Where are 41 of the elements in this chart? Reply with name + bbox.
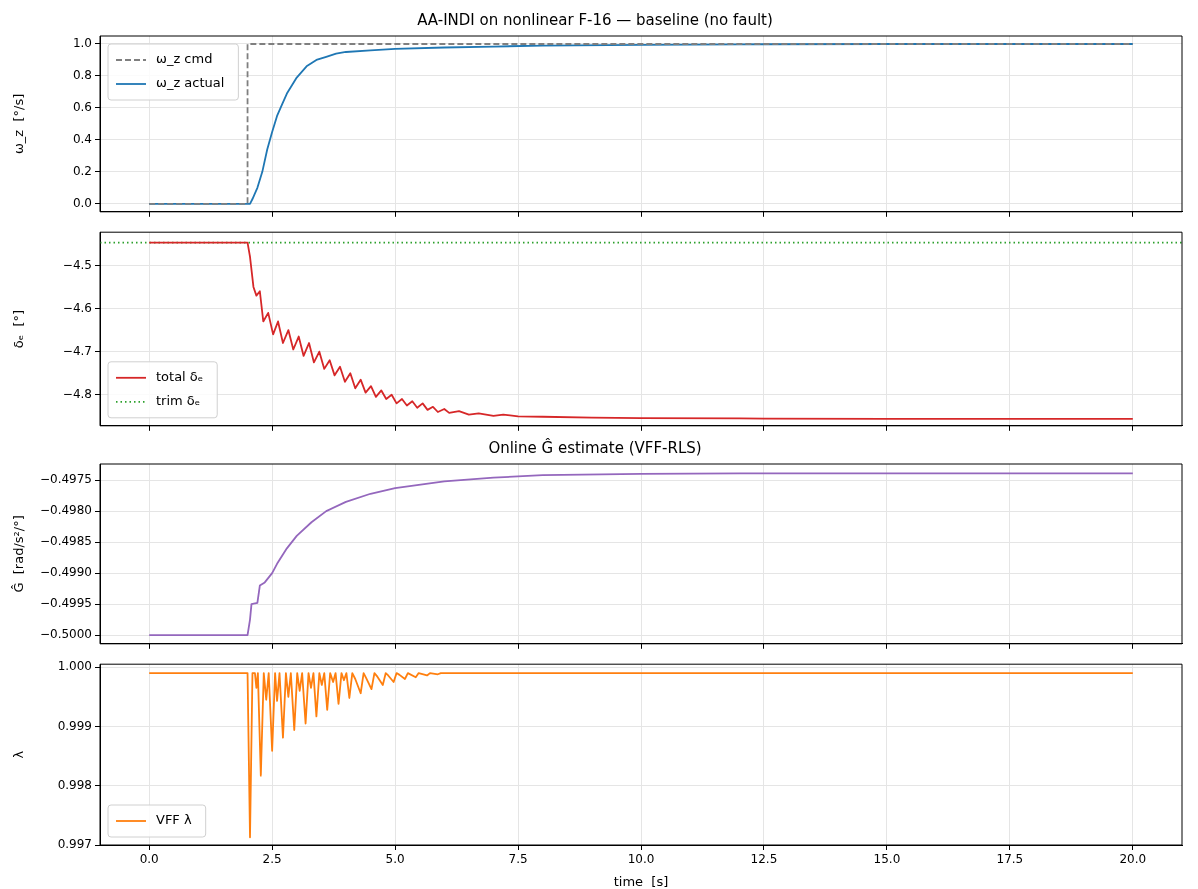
y-tick-label: −0.4995	[39, 596, 92, 611]
x-tick-label: 10.0	[627, 852, 655, 867]
legend-label: VFF λ	[156, 812, 192, 828]
legend-label: ω_z cmd	[156, 51, 213, 67]
y-tick-label: 1.0	[72, 36, 92, 51]
y-tick-label: −4.7	[62, 343, 92, 358]
y-tick-label: 0.2	[72, 163, 92, 178]
y-tick-label: −4.8	[62, 386, 92, 401]
y-tick-label: 0.999	[57, 718, 92, 733]
x-tick-label: 20.0	[1119, 852, 1147, 867]
y-tick-label: −0.5000	[39, 627, 92, 642]
x-tick-label: 15.0	[873, 852, 901, 867]
x-tick-label: 7.5	[508, 852, 528, 867]
y-axis-title: λ	[11, 750, 27, 759]
y-tick-label: 0.4	[72, 132, 92, 147]
y-tick-label: 0.8	[72, 68, 92, 83]
y-tick-label: 0.997	[57, 837, 92, 852]
y-tick-label: −0.4985	[39, 534, 92, 549]
y-axis-title: δₑ [°]	[11, 309, 27, 349]
x-tick-label: 0.0	[139, 852, 159, 867]
legend-label: trim δₑ	[156, 393, 201, 409]
legend-label: total δₑ	[156, 369, 204, 385]
y-tick-label: −0.4990	[39, 565, 92, 580]
x-tick-label: 5.0	[385, 852, 405, 867]
y-axis-title: Ĝ [rad/s²/°]	[11, 515, 27, 593]
chart-title: Online Ĝ estimate (VFF-RLS)	[488, 437, 702, 457]
x-tick-label: 12.5	[750, 852, 778, 867]
x-tick-label: 2.5	[262, 852, 282, 867]
y-tick-label: 1.000	[57, 659, 92, 674]
y-axis-title: ω_z [°/s]	[11, 93, 27, 155]
y-tick-label: −4.6	[62, 300, 92, 315]
y-tick-label: −4.5	[62, 257, 92, 272]
legend-label: ω_z actual	[156, 75, 225, 91]
y-tick-label: 0.6	[72, 100, 92, 115]
chart-title: AA-INDI on nonlinear F-16 — baseline (no fault)	[417, 10, 773, 29]
x-tick-label: 17.5	[996, 852, 1024, 867]
y-tick-label: −0.4980	[39, 503, 92, 518]
x-axis-title: time [s]	[613, 873, 669, 889]
y-tick-label: −0.4975	[39, 472, 92, 487]
y-tick-label: 0.0	[72, 195, 92, 210]
y-tick-label: 0.998	[57, 777, 92, 792]
